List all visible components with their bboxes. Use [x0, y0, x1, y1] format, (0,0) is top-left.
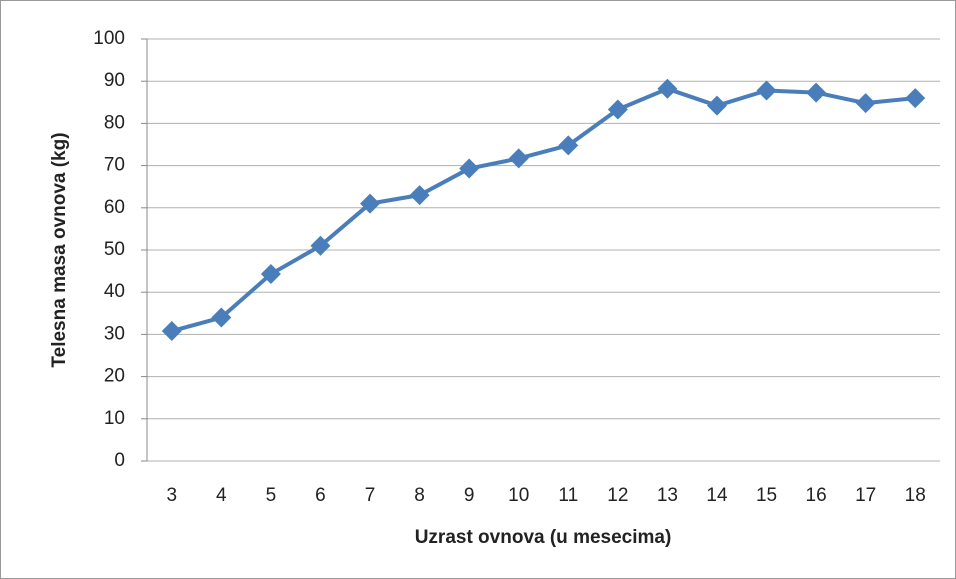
data-marker	[211, 307, 232, 328]
x-tick-label: 12	[607, 485, 628, 506]
x-tick-label: 14	[706, 485, 728, 506]
x-tick-label: 3	[166, 485, 177, 506]
x-tick-label: 13	[657, 485, 678, 506]
y-axis-title: Telesna masa ovnova (kg)	[49, 132, 70, 367]
data-marker	[607, 99, 628, 120]
y-tick-label: 90	[104, 70, 125, 91]
data-marker	[161, 321, 182, 342]
data-line	[171, 86, 916, 333]
x-tick-label: 11	[558, 485, 578, 506]
y-tick-label: 40	[104, 281, 125, 302]
data-marker	[855, 93, 876, 114]
x-tick-label: 10	[508, 485, 529, 506]
data-marker	[657, 78, 678, 99]
data-marker	[806, 82, 827, 103]
y-tick-label: 10	[104, 408, 125, 429]
x-tick-label: 6	[315, 485, 326, 506]
x-tick-label: 8	[414, 485, 425, 506]
y-tick-label: 30	[104, 323, 125, 344]
y-tick-label: 0	[114, 450, 125, 471]
y-tick-label: 100	[93, 28, 125, 49]
data-marker	[260, 264, 281, 285]
data-marker	[558, 135, 579, 156]
x-tick-label: 5	[266, 485, 277, 506]
x-tick-label: 18	[905, 485, 926, 506]
y-tick-label: 50	[104, 239, 125, 260]
y-tick-label: 70	[104, 155, 125, 176]
x-tick-label: 4	[216, 485, 227, 506]
x-tick-label: 7	[365, 485, 376, 506]
data-marker	[905, 88, 926, 109]
x-tick-label: 16	[806, 485, 827, 506]
x-tick-label: 15	[756, 485, 777, 506]
y-tick-label: 20	[104, 366, 125, 387]
x-axis-title: Uzrast ovnova (u mesecima)	[415, 527, 672, 548]
x-tick-label: 17	[855, 485, 876, 506]
y-tick-label: 60	[104, 197, 125, 218]
x-tick-label: 9	[464, 485, 475, 506]
data-marker	[756, 80, 777, 101]
data-marker	[508, 148, 529, 169]
data-marker	[459, 158, 480, 179]
data-marker	[360, 193, 381, 214]
data-marker	[409, 185, 430, 206]
data-marker	[706, 95, 727, 116]
data-marker	[310, 235, 331, 256]
y-tick-label: 80	[104, 112, 125, 133]
